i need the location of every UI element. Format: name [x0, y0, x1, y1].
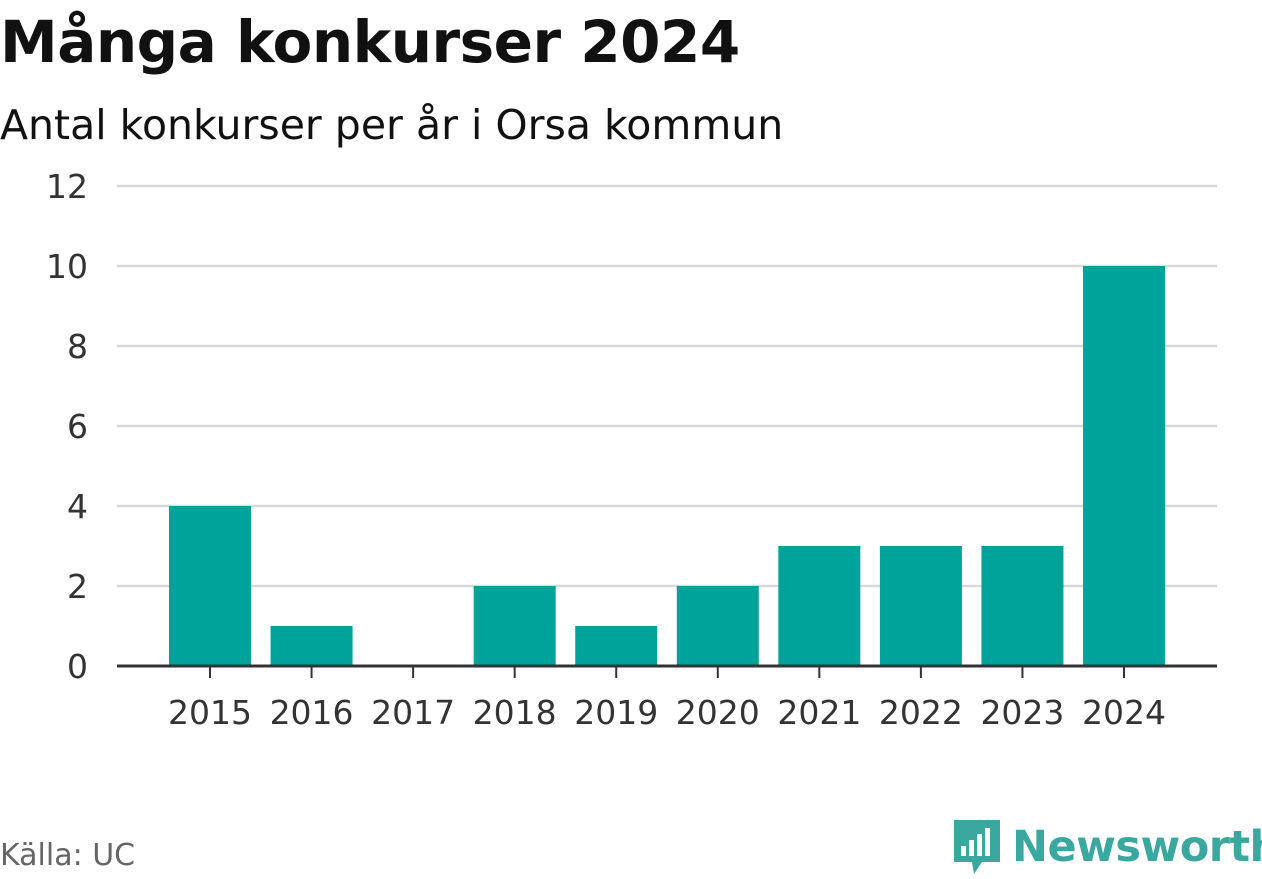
brand-logo: Newsworthy	[952, 818, 1262, 876]
y-axis-tick-labels: 0 2 4 6 8 10 12	[46, 167, 88, 686]
x-tick-label-2022: 2022	[879, 693, 963, 732]
gridlines	[117, 184, 1217, 588]
bar-2020	[676, 586, 759, 666]
bar-2015	[169, 506, 251, 666]
x-tick-label-2016: 2016	[270, 693, 354, 732]
bar-2022	[879, 546, 962, 666]
bar-2023	[981, 546, 1064, 666]
x-tick-label-2024: 2024	[1082, 693, 1166, 732]
bar-2016	[270, 626, 353, 666]
newsworthy-logo-icon	[954, 820, 1000, 874]
brand-name: Newsworthy	[1012, 822, 1262, 872]
y-tick-label: 12	[46, 167, 88, 206]
source-note: Källa: UC	[0, 838, 136, 873]
y-tick-label: 4	[67, 487, 88, 526]
bar-2018	[473, 586, 556, 666]
x-tick-label-2021: 2021	[777, 693, 861, 732]
y-tick-label: 0	[67, 647, 88, 686]
x-tick-label-2018: 2018	[473, 693, 557, 732]
x-tick-label-2023: 2023	[980, 693, 1064, 732]
bar-2024	[1083, 266, 1165, 666]
y-tick-label: 2	[67, 567, 88, 606]
x-tick-label-2017: 2017	[371, 693, 455, 732]
y-tick-label: 10	[46, 247, 88, 286]
x-tick-label-2019: 2019	[574, 693, 658, 732]
bar-2021	[778, 546, 861, 666]
x-tick-label-2020: 2020	[676, 693, 760, 732]
x-axis-ticks	[209, 666, 1125, 678]
y-tick-label: 8	[67, 327, 88, 366]
chart-title: Många konkurser 2024	[0, 8, 740, 76]
bar-2019	[575, 626, 658, 666]
x-tick-label-2015: 2015	[168, 693, 252, 732]
y-tick-label: 6	[67, 407, 88, 446]
bars	[169, 266, 1165, 666]
x-axis-tick-labels: 2015 2016 2017 2018 2019 2020 2021 2022 2023 2024	[168, 693, 1166, 732]
chart-subtitle: Antal konkurser per år i Orsa kommun	[0, 101, 784, 149]
